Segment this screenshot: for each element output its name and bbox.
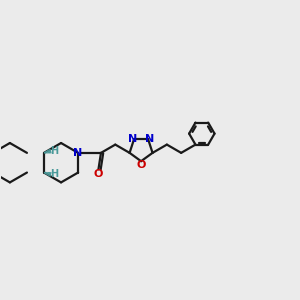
Text: O: O [136,160,146,170]
Text: N: N [128,134,137,144]
Text: H: H [50,146,58,156]
Text: N: N [74,148,83,158]
Text: H: H [50,169,58,179]
Text: N: N [145,134,154,144]
Text: O: O [94,169,103,179]
